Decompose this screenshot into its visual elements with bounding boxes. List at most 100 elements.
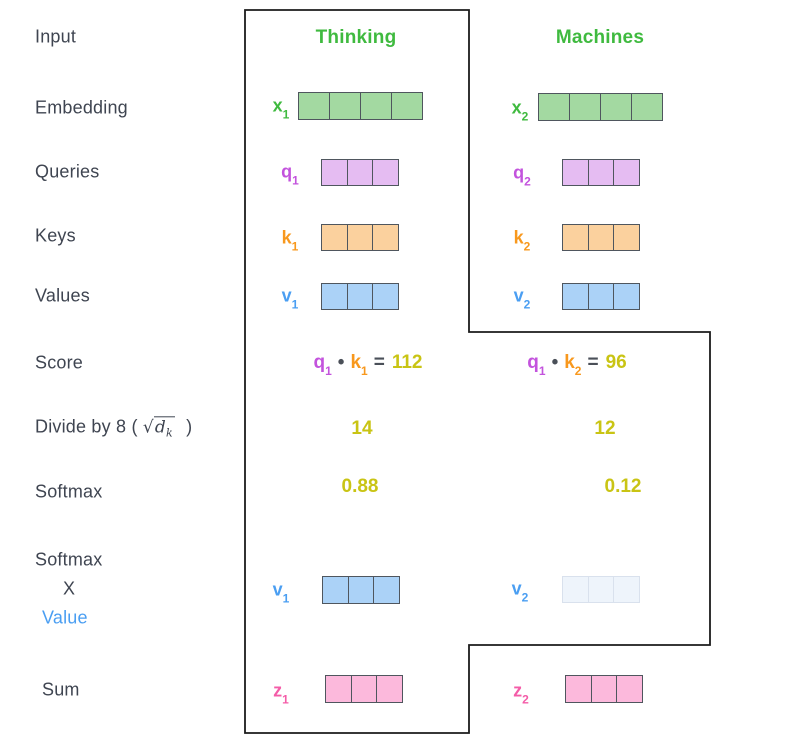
vector-cell	[373, 160, 399, 185]
vector-label-k2: k2	[513, 227, 531, 254]
row-label-queries: Queries	[35, 161, 100, 182]
embedding-vector-x2	[538, 93, 663, 121]
vector-cell	[373, 225, 399, 250]
vector-label-k1: k1	[281, 227, 299, 254]
vector-cell	[361, 93, 392, 119]
vector-label-x1: x1	[272, 95, 290, 122]
vector-cell	[322, 160, 348, 185]
vector-cell	[330, 93, 361, 119]
vector-label-v2: v2	[513, 285, 531, 312]
row-label-keys: Keys	[35, 225, 76, 246]
softmax-score-1: 0.88	[341, 476, 379, 497]
vector-label-v1-weighted: v1	[272, 579, 290, 606]
divided-score-2: 12	[594, 418, 616, 439]
row-label-sum: Sum	[42, 679, 80, 700]
value-vector-v2	[562, 283, 640, 310]
vector-cell	[588, 577, 615, 602]
query-vector-q2	[562, 159, 640, 186]
sum-vector-z2	[565, 675, 643, 703]
row-label-divide-by-8: Divide by 8 ( √dk )	[35, 416, 193, 440]
vector-cell	[347, 160, 374, 185]
vector-label-z2: z2	[513, 680, 529, 707]
score-k-term: k1	[350, 352, 368, 378]
score-expression-2: q1 • k2 = 96	[524, 352, 629, 378]
vector-cell	[563, 577, 589, 602]
value-line: Value	[42, 607, 88, 628]
dot-operator: •	[551, 352, 559, 373]
softmax-score-2: 0.12	[604, 476, 642, 497]
vector-cell	[588, 160, 615, 185]
vector-cell	[322, 225, 348, 250]
vector-label-v1: v1	[281, 285, 299, 312]
score-q-term: q1	[313, 352, 332, 378]
row-label-embedding: Embedding	[35, 97, 128, 118]
vector-cell	[570, 94, 601, 120]
vector-cell	[347, 225, 374, 250]
vector-cell	[563, 225, 589, 250]
row-label-softmax-x-value: Softmax X Value	[35, 546, 102, 633]
embedding-vector-x1	[298, 92, 423, 120]
vector-label-z1: z1	[273, 680, 289, 707]
vector-cell	[373, 284, 399, 309]
vector-cell	[563, 160, 589, 185]
key-vector-k1	[321, 224, 399, 251]
softmax-line: Softmax	[35, 549, 103, 570]
vector-label-q1: q1	[281, 161, 299, 188]
vector-cell	[374, 577, 400, 603]
sum-vector-z1	[325, 675, 403, 703]
sqrt-dk-math: √dk	[142, 416, 175, 440]
vector-cell	[348, 577, 375, 603]
divide-prefix: Divide by 8 (	[35, 416, 138, 437]
column-header-thinking: Thinking	[315, 27, 397, 48]
score-q-term: q1	[527, 352, 546, 378]
score-expression-1: q1 • k1 = 112	[311, 352, 426, 378]
vector-label-v2-weighted: v2	[511, 578, 529, 605]
vector-cell	[323, 577, 349, 603]
vector-label-x2: x2	[511, 97, 529, 124]
times-line: X	[63, 578, 76, 599]
row-label-score: Score	[35, 352, 84, 373]
divide-suffix: )	[186, 416, 193, 437]
query-vector-q1	[321, 159, 399, 186]
vector-label-q2: q2	[513, 162, 531, 189]
vector-cell	[347, 284, 374, 309]
vector-cell	[299, 93, 330, 119]
vector-cell	[566, 676, 592, 702]
weighted-value-vector-v2-faded	[562, 576, 640, 603]
equals-sign: =	[373, 352, 385, 373]
vector-cell	[601, 94, 632, 120]
row-label-values: Values	[35, 285, 90, 306]
radicand-subscript: k	[165, 426, 173, 440]
divided-score-1: 14	[351, 418, 373, 439]
vector-cell	[614, 225, 640, 250]
vector-cell	[377, 676, 403, 702]
vector-cell	[351, 676, 378, 702]
row-label-input: Input	[35, 26, 77, 47]
score-result: 112	[391, 352, 423, 373]
sqrt-symbol: √	[142, 417, 154, 438]
vector-cell	[539, 94, 570, 120]
equals-sign: =	[587, 352, 599, 373]
vector-cell	[591, 676, 618, 702]
dot-operator: •	[337, 352, 345, 373]
score-result: 96	[605, 352, 627, 373]
vector-cell	[392, 93, 422, 119]
vector-cell	[614, 284, 640, 309]
weighted-value-vector-v1	[322, 576, 400, 604]
vector-cell	[617, 676, 643, 702]
vector-cell	[588, 284, 615, 309]
vector-cell	[632, 94, 662, 120]
vector-cell	[588, 225, 615, 250]
vector-cell	[326, 676, 352, 702]
value-vector-v1	[321, 283, 399, 310]
vector-cell	[322, 284, 348, 309]
key-vector-k2	[562, 224, 640, 251]
vector-cell	[563, 284, 589, 309]
column-header-machines: Machines	[555, 27, 645, 48]
radicand: d	[154, 417, 166, 438]
vector-cell	[614, 160, 640, 185]
row-label-softmax: Softmax	[35, 481, 103, 502]
score-k-term: k2	[564, 352, 582, 378]
vector-cell	[614, 577, 640, 602]
